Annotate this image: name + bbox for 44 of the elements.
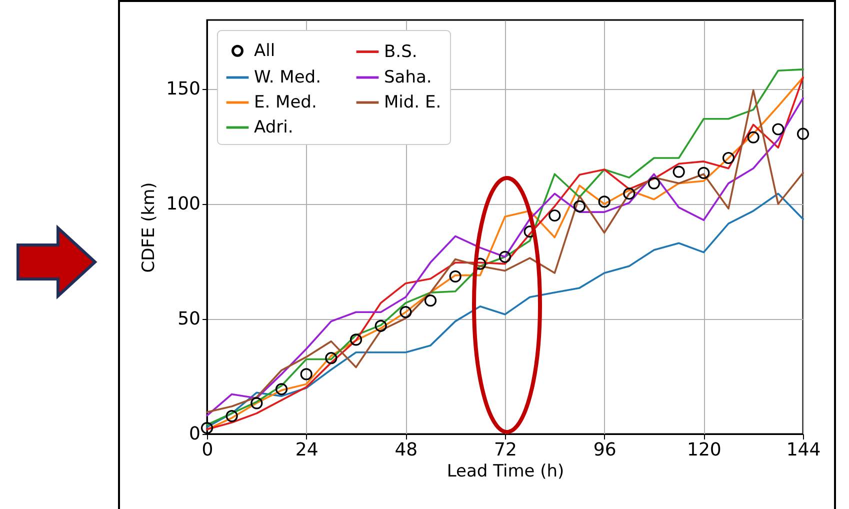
- point: [226, 410, 238, 422]
- point: [400, 306, 412, 318]
- x-tick-label: 96: [593, 440, 616, 460]
- point: [648, 177, 660, 190]
- point: [449, 270, 462, 282]
- x-tick-label: 0: [202, 440, 214, 460]
- point: [672, 166, 685, 178]
- point: [747, 131, 760, 144]
- x-tick-label: 24: [295, 440, 318, 460]
- legend-label: Mid. E.: [384, 92, 442, 112]
- point: [698, 166, 710, 179]
- x-tick-label: 48: [394, 440, 418, 460]
- x-tick-label: 144: [786, 440, 821, 460]
- y-tick-label: 150: [166, 78, 200, 100]
- legend-label: B.S.: [384, 42, 418, 62]
- x-axis-title: Lead Time (h): [446, 462, 564, 482]
- point: [498, 250, 512, 263]
- legend-label: All: [254, 40, 276, 61]
- point: [200, 422, 214, 434]
- point: [623, 188, 636, 200]
- point: [300, 368, 312, 380]
- point: [573, 200, 586, 212]
- line-series: [206, 192, 804, 428]
- point: [250, 397, 263, 410]
- point: [772, 123, 784, 136]
- y-axis-title: CDFE (km): [139, 182, 160, 273]
- y-tick-label: 100: [166, 194, 200, 214]
- y-tick-label: 50: [178, 308, 200, 330]
- point: [796, 128, 810, 140]
- legend-label: W. Med.: [254, 68, 321, 88]
- point: [374, 320, 387, 332]
- point: [325, 352, 338, 364]
- y-tick-label: 0: [189, 424, 200, 444]
- point: [548, 209, 561, 222]
- legend-label: Adri.: [254, 118, 294, 138]
- x-tick-label: 120: [686, 440, 722, 460]
- point: [350, 334, 362, 346]
- point: [722, 152, 735, 164]
- legend-label: E. Med.: [254, 92, 317, 112]
- point: [598, 196, 610, 208]
- point: [424, 294, 437, 307]
- legend-label: Saha.: [384, 68, 432, 88]
- x-tick-label: 72: [494, 440, 517, 460]
- point: [275, 383, 288, 396]
